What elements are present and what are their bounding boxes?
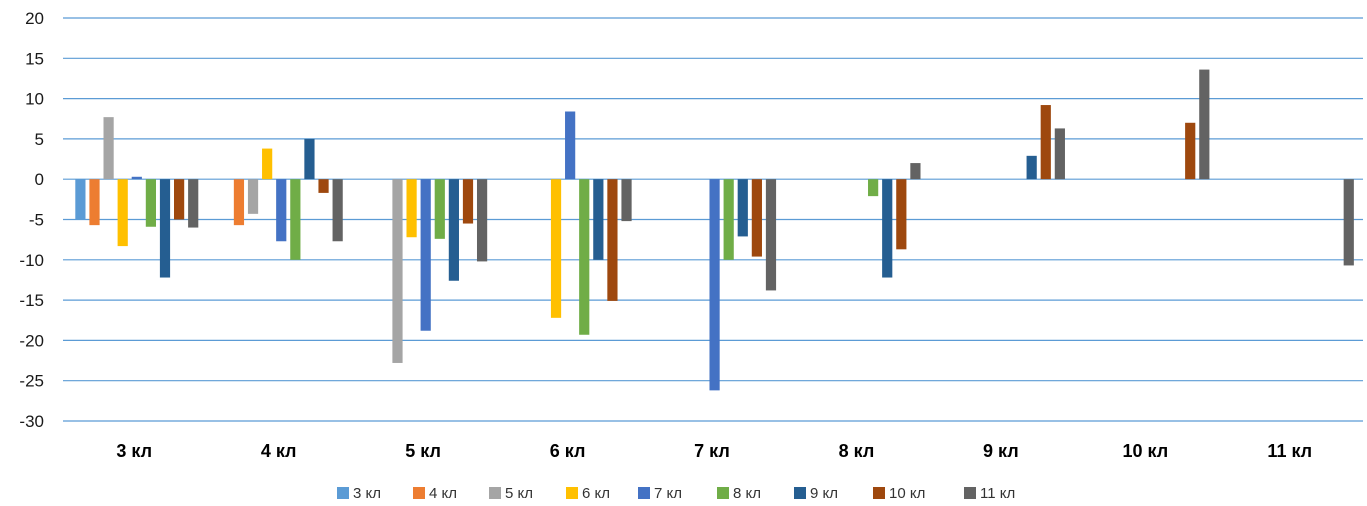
y-tick-label: 15 <box>25 49 44 68</box>
bar <box>103 117 114 180</box>
bar <box>607 179 618 301</box>
x-category-label: 4 кл <box>261 441 297 461</box>
bar <box>75 179 86 220</box>
bar <box>318 179 329 193</box>
x-category-label: 9 кл <box>983 441 1019 461</box>
bar <box>910 163 921 180</box>
y-tick-label: 10 <box>25 90 44 109</box>
bar <box>896 179 907 250</box>
legend-item: 5 кл <box>489 485 533 502</box>
legend: 3 кл 4 кл 5 кл 6 кл 7 кл 8 кл 9 кл 10 кл 11 кл <box>337 485 1015 502</box>
bar <box>448 179 459 281</box>
bar <box>765 179 777 291</box>
bar <box>868 179 879 197</box>
bar <box>1199 69 1210 180</box>
bar <box>420 179 431 331</box>
legend-swatch <box>964 487 976 499</box>
legend-swatch <box>337 487 349 499</box>
bar <box>233 179 245 226</box>
legend-label: 4 кл <box>429 485 457 502</box>
bar <box>406 179 417 238</box>
legend-item: 8 кл <box>717 485 761 502</box>
y-tick-label: -25 <box>19 372 44 391</box>
bar <box>1054 128 1065 180</box>
legend-label: 10 кл <box>889 485 925 502</box>
y-tick-label: -30 <box>19 412 44 431</box>
legend-item: 7 кл <box>638 485 682 502</box>
y-tick-label: 0 <box>35 170 44 189</box>
bar <box>434 179 445 239</box>
y-tick-label: -20 <box>19 331 44 350</box>
bar <box>709 179 720 391</box>
bar <box>550 179 562 318</box>
bar <box>131 176 142 180</box>
legend-swatch <box>566 487 578 499</box>
legend-swatch <box>794 487 806 499</box>
bar <box>247 179 259 214</box>
x-category-label: 8 кл <box>839 441 875 461</box>
legend-item: 11 кл <box>964 485 1015 502</box>
legend-label: 3 кл <box>353 485 381 502</box>
x-axis-category-labels: 3 кл 4 кл 5 кл 6 кл 7 кл 8 кл 9 кл 10 кл 11 кл <box>116 441 1312 461</box>
legend-label: 6 кл <box>582 485 610 502</box>
legend-label: 8 кл <box>733 485 761 502</box>
x-category-label: 5 кл <box>405 441 441 461</box>
bar <box>579 179 590 335</box>
bar <box>304 138 315 180</box>
legend-label: 9 кл <box>810 485 838 502</box>
bar <box>737 179 748 237</box>
x-category-label: 6 кл <box>550 441 586 461</box>
legend-label: 5 кл <box>505 485 533 502</box>
bar <box>392 179 403 363</box>
bar <box>593 179 604 260</box>
legend-swatch <box>873 487 885 499</box>
y-tick-label: 20 <box>25 9 44 28</box>
y-tick-label: -10 <box>19 251 44 270</box>
legend-item: 6 кл <box>566 485 610 502</box>
bar <box>1185 122 1196 180</box>
y-tick-label: -5 <box>29 211 44 230</box>
legend-item: 3 кл <box>337 485 381 502</box>
bar <box>159 179 171 278</box>
bar <box>145 179 156 227</box>
legend-swatch <box>413 487 425 499</box>
bar <box>723 179 734 260</box>
legend-swatch <box>489 487 501 499</box>
bar <box>174 179 185 220</box>
legend-item: 9 кл <box>794 485 838 502</box>
bar <box>476 179 488 262</box>
bar <box>1026 155 1037 180</box>
x-category-label: 10 кл <box>1122 441 1168 461</box>
legend-swatch <box>638 487 650 499</box>
bar <box>462 179 474 224</box>
legend-label: 11 кл <box>980 485 1015 502</box>
y-axis-tick-labels: 20 15 10 5 0 -5 -10 -15 -20 -25 -30 <box>19 9 44 431</box>
bar <box>621 179 632 222</box>
bars <box>75 69 1354 391</box>
bar <box>276 179 287 242</box>
legend-item: 10 кл <box>873 485 925 502</box>
bar <box>565 111 576 180</box>
bar <box>262 148 273 180</box>
bar <box>882 179 893 278</box>
x-category-label: 3 кл <box>116 441 152 461</box>
legend-label: 7 кл <box>654 485 682 502</box>
bar <box>117 179 128 247</box>
legend-swatch <box>717 487 729 499</box>
x-category-label: 7 кл <box>694 441 730 461</box>
legend-item: 4 кл <box>413 485 457 502</box>
x-category-label: 11 кл <box>1267 441 1312 461</box>
bar <box>332 179 343 242</box>
bar <box>290 179 301 260</box>
y-tick-label: 5 <box>35 130 44 149</box>
bar <box>188 179 199 228</box>
bar <box>89 179 100 226</box>
y-tick-label: -15 <box>19 291 44 310</box>
bar <box>1343 179 1354 266</box>
bar <box>1040 105 1051 180</box>
bar <box>751 179 762 257</box>
